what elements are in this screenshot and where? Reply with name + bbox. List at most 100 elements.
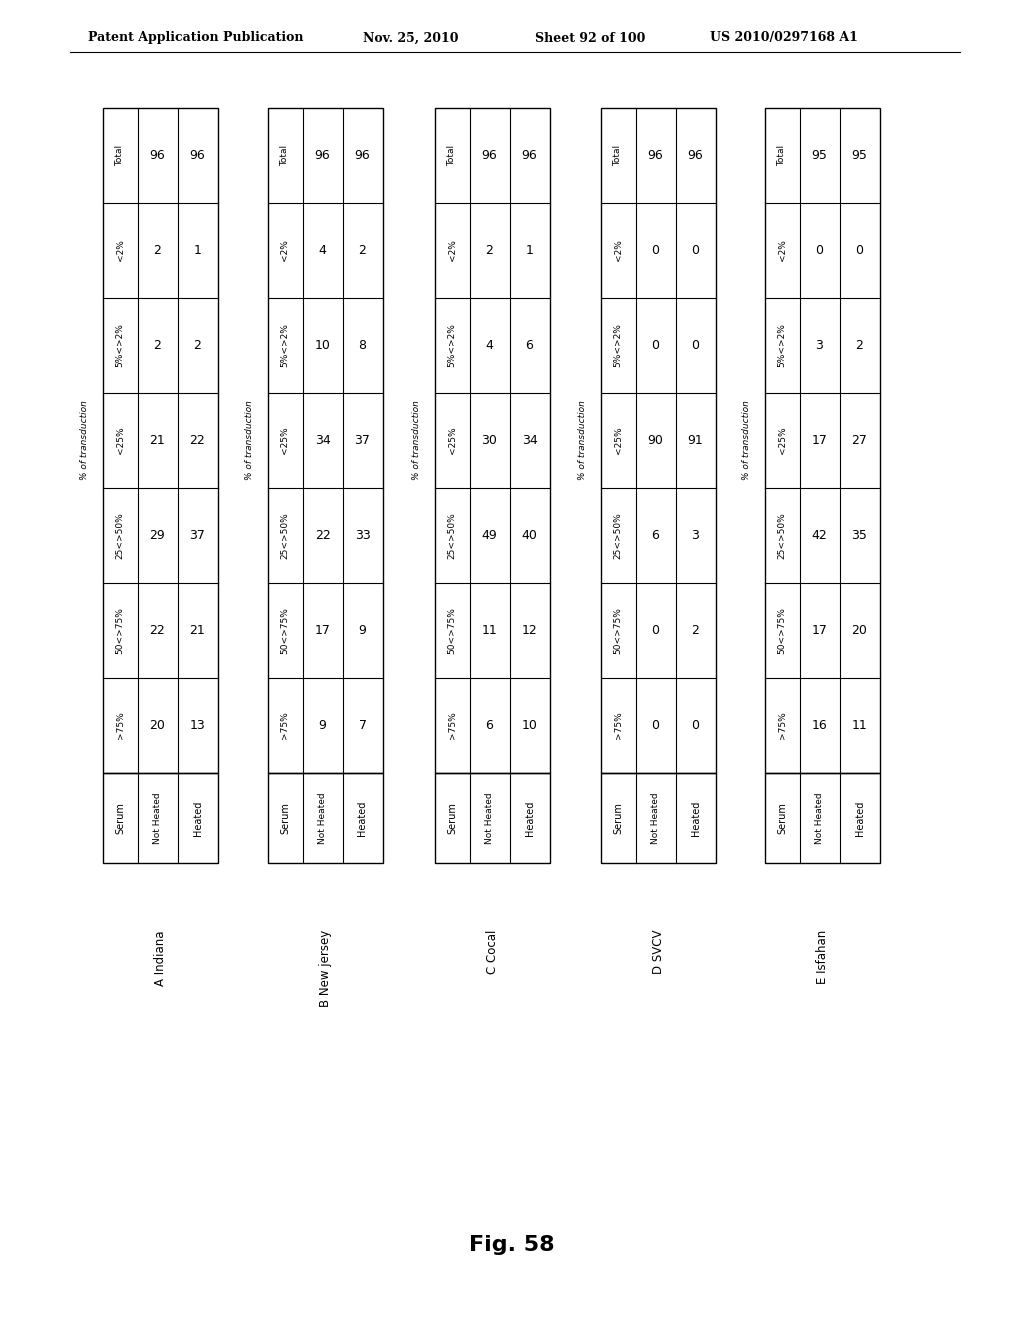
Bar bbox=[267, 108, 383, 774]
Text: <25%: <25% bbox=[281, 426, 290, 454]
Text: Not Heated: Not Heated bbox=[651, 792, 660, 843]
Text: 22: 22 bbox=[150, 624, 165, 638]
Text: C Cocal: C Cocal bbox=[485, 931, 499, 974]
Bar bbox=[434, 108, 550, 774]
Text: 5%<>2%: 5%<>2% bbox=[777, 323, 786, 367]
Text: 2: 2 bbox=[485, 244, 494, 257]
Text: Not Heated: Not Heated bbox=[485, 792, 494, 843]
Text: 96: 96 bbox=[314, 149, 331, 162]
Text: 90: 90 bbox=[647, 434, 664, 447]
Text: 5%<>2%: 5%<>2% bbox=[613, 323, 623, 367]
Text: Heated: Heated bbox=[854, 800, 864, 836]
Text: 0: 0 bbox=[691, 719, 699, 733]
Text: <2%: <2% bbox=[447, 239, 457, 261]
Text: 17: 17 bbox=[314, 624, 331, 638]
Text: 91: 91 bbox=[688, 434, 703, 447]
Text: 49: 49 bbox=[481, 529, 498, 543]
Text: 30: 30 bbox=[481, 434, 498, 447]
Text: 6: 6 bbox=[485, 719, 494, 733]
Text: Heated: Heated bbox=[690, 800, 700, 836]
Text: Total: Total bbox=[613, 145, 623, 166]
Text: Sheet 92 of 100: Sheet 92 of 100 bbox=[535, 32, 645, 45]
Text: 33: 33 bbox=[354, 529, 371, 543]
Text: 11: 11 bbox=[481, 624, 498, 638]
Text: 2: 2 bbox=[856, 339, 863, 352]
Text: 25<>50%: 25<>50% bbox=[613, 512, 623, 558]
Text: Patent Application Publication: Patent Application Publication bbox=[88, 32, 303, 45]
Text: >75%: >75% bbox=[281, 711, 290, 739]
Text: 9: 9 bbox=[318, 719, 327, 733]
Text: Serum: Serum bbox=[447, 803, 457, 834]
Text: Total: Total bbox=[777, 145, 786, 166]
Text: Nov. 25, 2010: Nov. 25, 2010 bbox=[362, 32, 459, 45]
Bar bbox=[434, 774, 550, 863]
Text: <2%: <2% bbox=[281, 239, 290, 261]
Text: 5%<>2%: 5%<>2% bbox=[447, 323, 457, 367]
Text: Serum: Serum bbox=[613, 803, 623, 834]
Text: 27: 27 bbox=[852, 434, 867, 447]
Text: >75%: >75% bbox=[613, 711, 623, 739]
Text: <2%: <2% bbox=[116, 239, 125, 261]
Text: 6: 6 bbox=[651, 529, 659, 543]
Text: Fig. 58: Fig. 58 bbox=[469, 1236, 555, 1255]
Text: Serum: Serum bbox=[115, 803, 125, 834]
Text: >75%: >75% bbox=[447, 711, 457, 739]
Text: 96: 96 bbox=[688, 149, 703, 162]
Text: 2: 2 bbox=[154, 244, 162, 257]
Text: 20: 20 bbox=[852, 624, 867, 638]
Text: 96: 96 bbox=[481, 149, 498, 162]
Text: 37: 37 bbox=[354, 434, 371, 447]
Text: 21: 21 bbox=[189, 624, 206, 638]
Text: 50<>75%: 50<>75% bbox=[447, 607, 457, 653]
Text: 0: 0 bbox=[691, 244, 699, 257]
Text: Heated: Heated bbox=[524, 800, 535, 836]
Text: 3: 3 bbox=[691, 529, 699, 543]
Text: % of transduction: % of transduction bbox=[412, 400, 421, 480]
Text: 95: 95 bbox=[852, 149, 867, 162]
Text: 96: 96 bbox=[647, 149, 664, 162]
Text: 3: 3 bbox=[815, 339, 823, 352]
Text: 17: 17 bbox=[812, 624, 827, 638]
Text: 16: 16 bbox=[812, 719, 827, 733]
Text: 34: 34 bbox=[521, 434, 538, 447]
Text: % of transduction: % of transduction bbox=[245, 400, 254, 480]
Text: Not Heated: Not Heated bbox=[318, 792, 327, 843]
Text: 5%<>2%: 5%<>2% bbox=[281, 323, 290, 367]
Text: 7: 7 bbox=[358, 719, 367, 733]
Text: 17: 17 bbox=[812, 434, 827, 447]
Text: E Isfahan: E Isfahan bbox=[815, 931, 828, 985]
Text: 20: 20 bbox=[150, 719, 166, 733]
Text: Serum: Serum bbox=[777, 803, 787, 834]
Text: 0: 0 bbox=[651, 719, 659, 733]
Text: 1: 1 bbox=[525, 244, 534, 257]
Text: 12: 12 bbox=[521, 624, 538, 638]
Text: 22: 22 bbox=[314, 529, 331, 543]
Text: B New jersey: B New jersey bbox=[318, 931, 332, 1007]
Bar bbox=[600, 774, 716, 863]
Text: 8: 8 bbox=[358, 339, 367, 352]
Text: 21: 21 bbox=[150, 434, 165, 447]
Text: 9: 9 bbox=[358, 624, 367, 638]
Text: 29: 29 bbox=[150, 529, 165, 543]
Text: 37: 37 bbox=[189, 529, 206, 543]
Text: <25%: <25% bbox=[447, 426, 457, 454]
Text: 4: 4 bbox=[485, 339, 494, 352]
Text: 35: 35 bbox=[852, 529, 867, 543]
Bar bbox=[600, 108, 716, 774]
Text: Total: Total bbox=[447, 145, 457, 166]
Text: 25<>50%: 25<>50% bbox=[116, 512, 125, 558]
Text: 1: 1 bbox=[194, 244, 202, 257]
Text: Heated: Heated bbox=[357, 800, 368, 836]
Text: 4: 4 bbox=[318, 244, 327, 257]
Text: 2: 2 bbox=[358, 244, 367, 257]
Text: 40: 40 bbox=[521, 529, 538, 543]
Text: Serum: Serum bbox=[280, 803, 290, 834]
Text: 50<>75%: 50<>75% bbox=[613, 607, 623, 653]
Text: 96: 96 bbox=[521, 149, 538, 162]
Text: % of transduction: % of transduction bbox=[80, 400, 89, 480]
Text: 96: 96 bbox=[189, 149, 206, 162]
Text: <25%: <25% bbox=[116, 426, 125, 454]
Text: 10: 10 bbox=[314, 339, 331, 352]
Text: 25<>50%: 25<>50% bbox=[447, 512, 457, 558]
Text: 5%<>2%: 5%<>2% bbox=[116, 323, 125, 367]
